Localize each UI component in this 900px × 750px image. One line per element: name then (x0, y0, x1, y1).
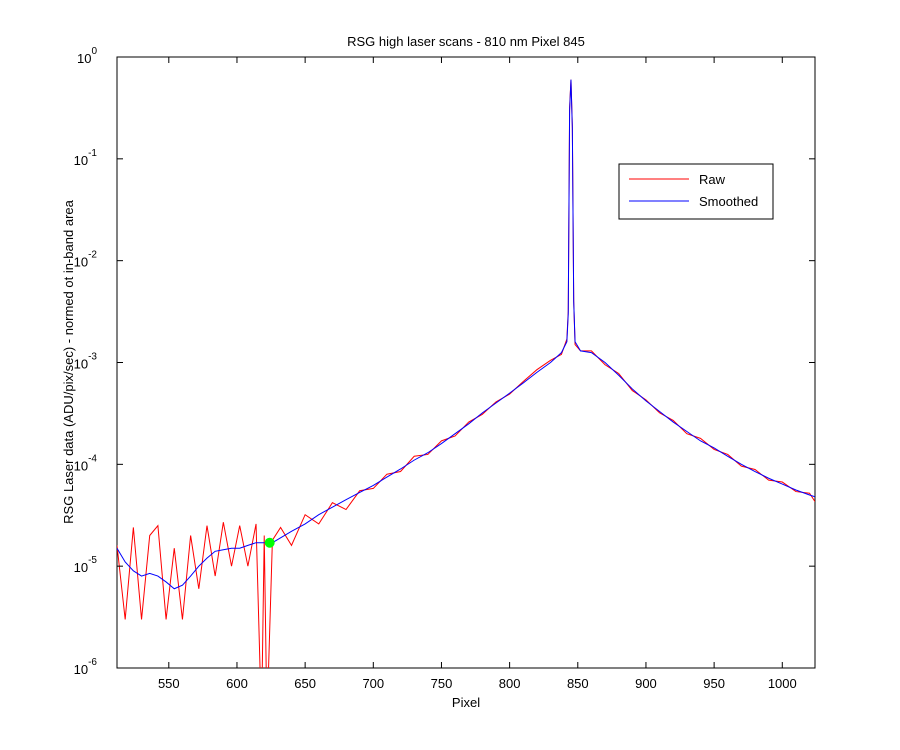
x-tick-label: 750 (431, 676, 453, 691)
x-tick-label: 550 (158, 676, 180, 691)
legend-box (618, 163, 774, 220)
legend-label: Smoothed (699, 194, 758, 209)
x-tick-label: 600 (226, 676, 248, 691)
y-tick-base: 10 (74, 255, 88, 270)
y-tick-base: 10 (74, 560, 88, 575)
chart-title: RSG high laser scans - 810 nm Pixel 845 (347, 34, 585, 49)
x-tick-label: 800 (499, 676, 521, 691)
y-tick-base: 10 (77, 51, 91, 66)
x-tick-label: 900 (635, 676, 657, 691)
y-tick-label: 10-1 (74, 148, 98, 168)
x-tick-label: 650 (294, 676, 316, 691)
y-tick-exponent: -4 (88, 453, 97, 464)
x-tick-label: 1000 (768, 676, 797, 691)
y-tick-base: 10 (74, 357, 88, 372)
y-tick-exponent: -3 (88, 352, 97, 363)
y-tick-exponent: 0 (91, 46, 97, 57)
y-tick-label: 10-3 (74, 352, 98, 372)
y-tick-label: 10-2 (74, 250, 98, 270)
lines (117, 79, 815, 668)
y-tick-exponent: -5 (88, 555, 97, 566)
y-tick-label: 10-4 (74, 453, 98, 473)
y-tick-exponent: -2 (88, 250, 97, 261)
x-axis-label: Pixel (452, 695, 480, 710)
x-tick-label: 850 (567, 676, 589, 691)
marker-point (264, 537, 275, 548)
y-tick-exponent: -1 (88, 148, 97, 159)
y-axis-label: RSG Laser data (ADU/pix/sec) - normed ot… (61, 199, 76, 523)
y-tick-label: 100 (77, 46, 97, 66)
x-tick-label: 950 (703, 676, 725, 691)
legend-label: Raw (699, 172, 726, 187)
series-line (117, 79, 815, 590)
plot-area (116, 56, 816, 669)
y-tick-base: 10 (74, 662, 88, 677)
x-tick-label: 700 (362, 676, 384, 691)
y-tick-base: 10 (74, 153, 88, 168)
y-tick-label: 10-5 (74, 555, 98, 575)
y-tick-exponent: -6 (88, 657, 97, 668)
y-tick-label: 10-6 (74, 657, 98, 677)
y-tick-base: 10 (74, 458, 88, 473)
